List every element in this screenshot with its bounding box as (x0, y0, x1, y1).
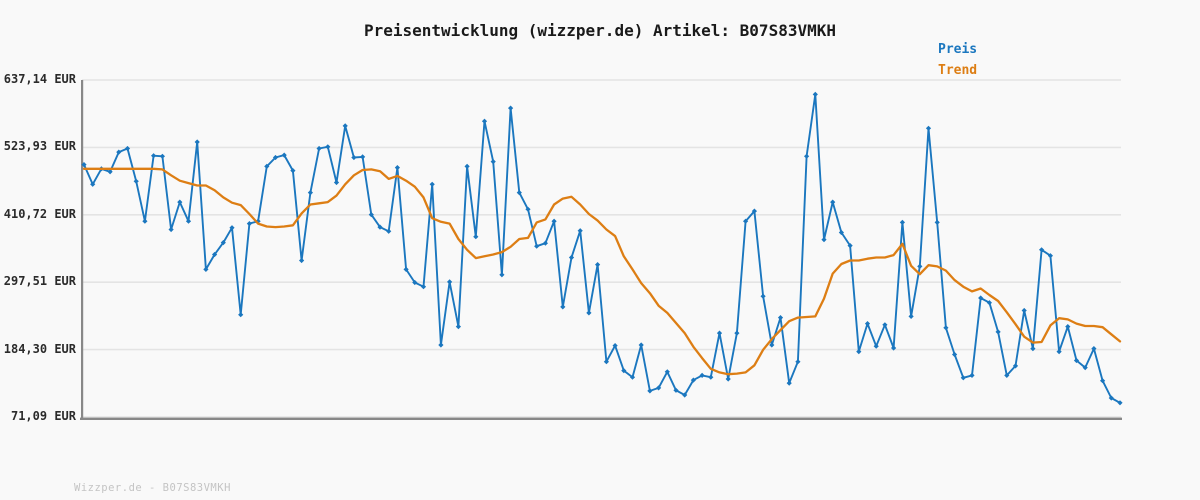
chart-title: Preisentwicklung (wizzper.de) Artikel: B… (363, 21, 836, 40)
trend-line (82, 167, 1122, 376)
y-tick-label: 523,93 EUR (3, 139, 76, 154)
legend-item-trend: Trend (938, 63, 978, 78)
legend-item-preis: Preis (938, 42, 978, 57)
y-tick-label: 71,09 EUR (10, 409, 76, 423)
watermark-footer: Wizzper.de - B07S83VMKH (74, 482, 231, 494)
y-axis: 637,14 EUR 523,93 EUR 410,72 EUR 297,51 EUR… (0, 0, 76, 500)
left-spine (81, 80, 84, 419)
y-tick-label: 410,72 EUR (3, 206, 76, 221)
preis-line (83, 93, 1121, 404)
y-tick-label: 184,30 EUR (3, 341, 76, 356)
y-tick-label: 637,14 EUR (3, 72, 76, 86)
y-tick-label: 297,51 EUR (3, 274, 76, 289)
chart-legend: Preis Trend (938, 39, 977, 81)
preis-markers (81, 91, 1123, 406)
bottom-spine (80, 417, 1122, 420)
